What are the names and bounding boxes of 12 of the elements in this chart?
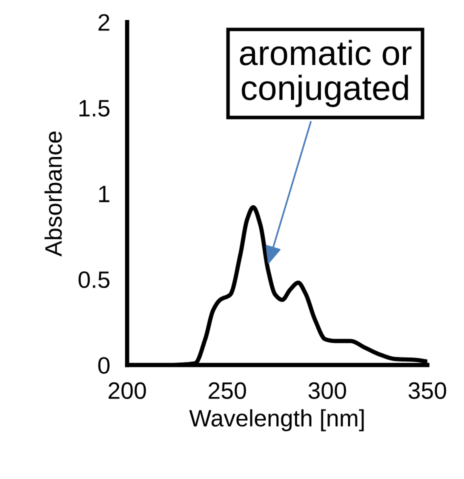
x-axis-title: Wavelength [nm] xyxy=(189,409,364,432)
y-axis-title: Absorbance xyxy=(44,132,62,256)
x-tick-label: 250 xyxy=(208,382,246,400)
x-tick-label: 200 xyxy=(108,382,146,400)
annotation: aromatic or conjugated xyxy=(240,40,412,108)
y-tick-label: 2 xyxy=(98,14,110,31)
y-tick-label: 0.5 xyxy=(78,271,110,288)
y-tick-label: 1 xyxy=(99,186,110,202)
y-tick-label: 0 xyxy=(98,357,110,374)
x-tick-label: 300 xyxy=(308,382,346,400)
x-tick-label: 350 xyxy=(408,382,446,400)
y-tick-label: 1.5 xyxy=(79,100,110,117)
